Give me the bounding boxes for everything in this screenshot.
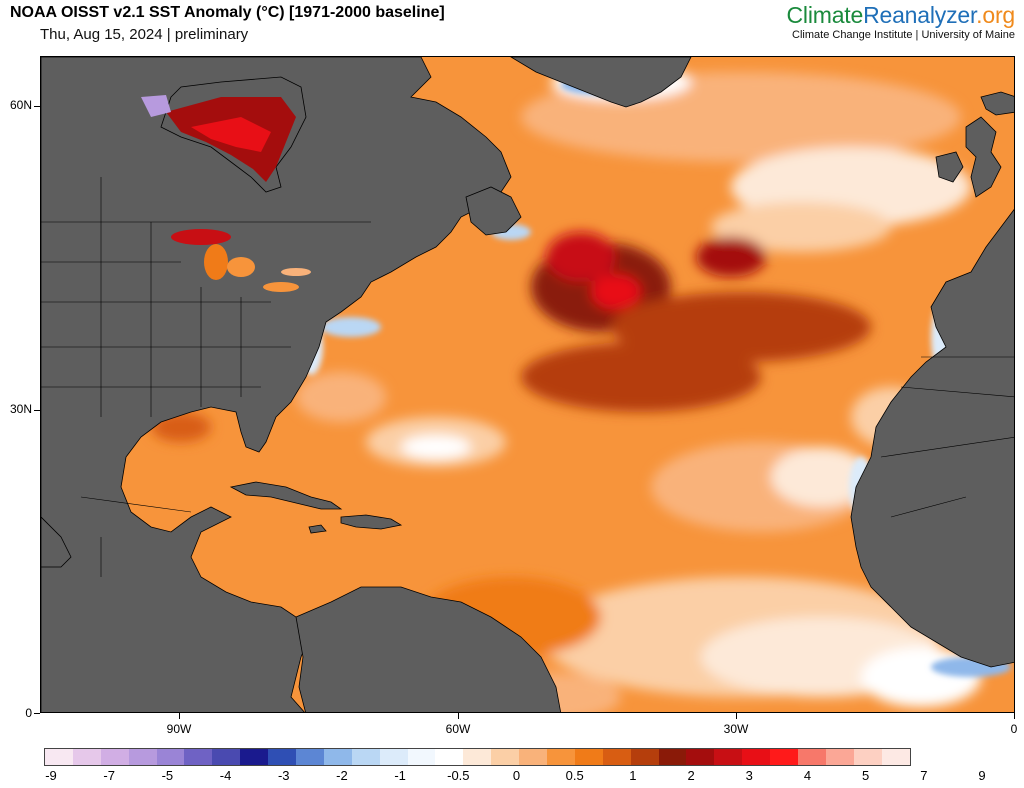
colorbar-label: 0 xyxy=(512,768,521,783)
map-canvas xyxy=(41,57,1014,712)
colorbar-swatch xyxy=(658,749,687,765)
colorbar-swatch xyxy=(212,749,241,765)
colorbar-swatch xyxy=(547,749,575,765)
land-masses xyxy=(41,57,1014,712)
lon-label-90w: 90W xyxy=(166,722,192,736)
colorbar-swatch xyxy=(630,749,659,765)
colorbar-swatch xyxy=(407,749,436,765)
colorbar-label: -2 xyxy=(336,768,348,783)
map-title: NOAA OISST v2.1 SST Anomaly (°C) [1971-2… xyxy=(10,4,445,21)
brand-subtitle: Climate Change Institute | University of… xyxy=(792,29,1015,41)
colorbar-swatch xyxy=(463,749,492,765)
colorbar-label: 3 xyxy=(745,768,753,783)
map-subtitle: Thu, Aug 15, 2024 | preliminary xyxy=(40,26,249,43)
colorbar-swatch xyxy=(240,749,269,765)
colorbar-label: 2 xyxy=(687,768,695,783)
colorbar-swatch xyxy=(268,749,297,765)
brand-logo[interactable]: ClimateReanalyzer.org xyxy=(786,2,1016,29)
colorbar-label: -4 xyxy=(219,768,232,783)
colorbar-label: 9 xyxy=(978,768,986,783)
lon-label-30w: 30W xyxy=(723,722,749,736)
lat-tick xyxy=(34,106,40,107)
colorbar-swatch xyxy=(296,749,324,765)
colorbar-swatch xyxy=(686,749,715,765)
colorbar-label: -0.5 xyxy=(447,768,470,783)
hudson-bay xyxy=(141,95,296,182)
lon-label-60w: 60W xyxy=(445,722,471,736)
colorbar-swatch xyxy=(184,749,213,765)
colorbar-label: -3 xyxy=(277,768,290,783)
colorbar-swatch xyxy=(798,749,826,765)
lon-tick xyxy=(179,713,180,719)
colorbar-label: -1 xyxy=(394,768,406,783)
political-borders xyxy=(41,177,1014,577)
lon-tick xyxy=(458,713,459,719)
colorbar-swatch xyxy=(881,749,910,765)
lon-tick xyxy=(736,713,737,719)
colorbar-swatch xyxy=(825,749,854,765)
colorbar-swatch xyxy=(770,749,799,765)
colorbar-swatch xyxy=(351,749,380,765)
lat-label-0: 0 xyxy=(25,706,32,720)
colorbar-swatch xyxy=(742,749,771,765)
brand-part-2: Reanalyzer xyxy=(863,2,977,28)
colorbar-label: 0.5 xyxy=(565,768,584,783)
sst-anomaly-map[interactable] xyxy=(40,56,1015,713)
colorbar-swatch xyxy=(379,749,408,765)
colorbar-swatch xyxy=(519,749,548,765)
lon-label-0: 0 xyxy=(1010,722,1018,736)
colorbar-swatch xyxy=(323,749,352,765)
colorbar-label: -5 xyxy=(161,768,174,783)
colorbar-label: -9 xyxy=(45,768,57,783)
lon-tick xyxy=(1014,713,1015,719)
colorbar xyxy=(44,748,911,766)
brand-part-1: Climate xyxy=(786,2,864,28)
colorbar-swatch xyxy=(128,749,157,765)
lat-tick xyxy=(34,410,40,411)
colorbar-label: 4 xyxy=(803,768,812,783)
lat-label-30n: 30N xyxy=(9,402,32,416)
colorbar-swatch xyxy=(435,749,464,765)
colorbar-swatch xyxy=(714,749,743,765)
colorbar-swatch xyxy=(72,749,101,765)
colorbar-swatch xyxy=(602,749,631,765)
colorbar-swatch xyxy=(156,749,185,765)
header: NOAA OISST v2.1 SST Anomaly (°C) [1971-2… xyxy=(0,0,1024,56)
colorbar-label: -7 xyxy=(103,768,115,783)
colorbar-swatch xyxy=(574,749,603,765)
colorbar-swatch xyxy=(853,749,882,765)
colorbar-label: 7 xyxy=(920,768,928,783)
colorbar-swatch xyxy=(100,749,129,765)
colorbar-swatch xyxy=(45,749,73,765)
colorbar-label: 1 xyxy=(629,768,637,783)
great-lakes xyxy=(171,229,311,292)
colorbar-swatch xyxy=(491,749,520,765)
lat-label-60n: 60N xyxy=(9,98,32,112)
brand-part-3: .org xyxy=(976,2,1015,28)
lat-tick xyxy=(34,713,40,714)
colorbar-label: 5 xyxy=(862,768,870,783)
